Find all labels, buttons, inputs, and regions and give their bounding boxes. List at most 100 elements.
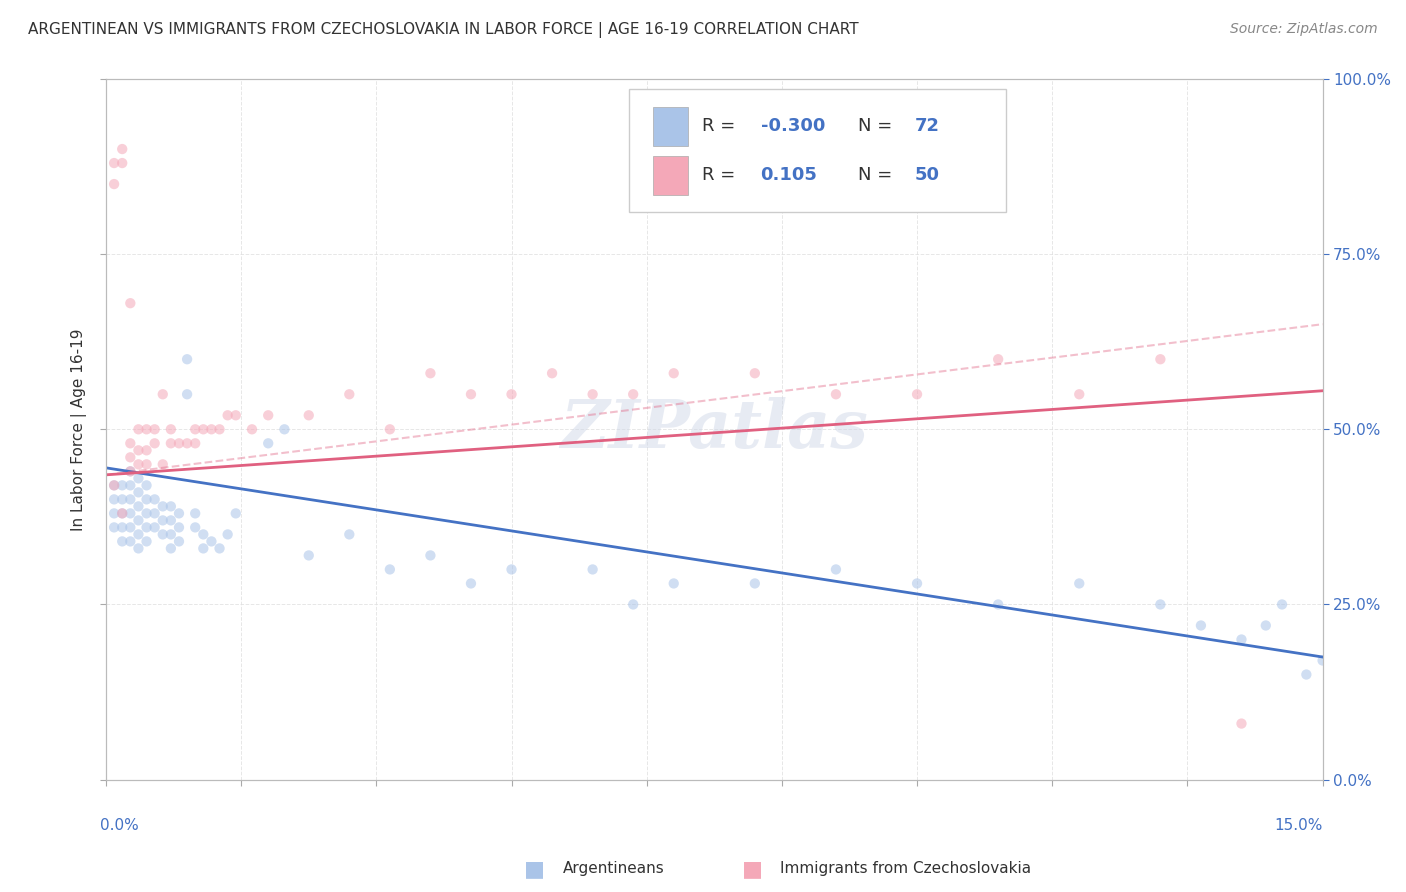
Point	[200, 534, 222, 549]
Point	[120, 436, 142, 450]
Point	[1230, 716, 1253, 731]
Point	[111, 156, 134, 170]
Point	[257, 436, 280, 450]
Point	[460, 387, 482, 401]
Text: 15.0%: 15.0%	[1274, 818, 1323, 833]
Point	[127, 527, 149, 541]
Point	[135, 422, 157, 436]
Point	[135, 478, 157, 492]
Point	[905, 576, 928, 591]
Point	[111, 507, 134, 521]
Point	[1312, 653, 1334, 667]
Text: ARGENTINEAN VS IMMIGRANTS FROM CZECHOSLOVAKIA IN LABOR FORCE | AGE 16-19 CORRELA: ARGENTINEAN VS IMMIGRANTS FROM CZECHOSLO…	[28, 22, 859, 38]
Text: Source: ZipAtlas.com: Source: ZipAtlas.com	[1230, 22, 1378, 37]
Point	[208, 422, 231, 436]
Point	[152, 500, 174, 514]
Point	[378, 562, 401, 576]
Text: Argentineans: Argentineans	[562, 862, 664, 876]
Point	[127, 485, 149, 500]
Point	[167, 534, 190, 549]
Point	[127, 471, 149, 485]
Point	[905, 387, 928, 401]
Point	[120, 492, 142, 507]
Point	[621, 387, 644, 401]
Point	[744, 366, 766, 380]
Point	[184, 507, 207, 521]
Point	[200, 422, 222, 436]
Point	[193, 422, 215, 436]
Point	[1254, 618, 1277, 632]
Point	[120, 478, 142, 492]
FancyBboxPatch shape	[654, 107, 688, 145]
Text: ZIPatlas: ZIPatlas	[561, 397, 869, 462]
Point	[103, 478, 125, 492]
Point	[127, 513, 149, 527]
Point	[143, 492, 166, 507]
Point	[120, 507, 142, 521]
Point	[273, 422, 295, 436]
Point	[744, 576, 766, 591]
Point	[1149, 598, 1171, 612]
Point	[419, 549, 441, 563]
Point	[193, 541, 215, 556]
Point	[120, 464, 142, 478]
Point	[143, 436, 166, 450]
Point	[160, 422, 183, 436]
Point	[541, 366, 564, 380]
Point	[1271, 598, 1294, 612]
Point	[176, 387, 198, 401]
Point	[103, 520, 125, 534]
Text: ■: ■	[524, 859, 544, 879]
Point	[167, 436, 190, 450]
Point	[160, 527, 183, 541]
Point	[501, 562, 523, 576]
Point	[135, 534, 157, 549]
Point	[160, 500, 183, 514]
Point	[111, 520, 134, 534]
Point	[581, 562, 603, 576]
Point	[184, 520, 207, 534]
Point	[825, 562, 848, 576]
Point	[111, 478, 134, 492]
Point	[419, 366, 441, 380]
Point	[176, 352, 198, 367]
Point	[167, 520, 190, 534]
Point	[225, 507, 247, 521]
Text: 0.105: 0.105	[761, 166, 817, 185]
Point	[135, 520, 157, 534]
Point	[152, 387, 174, 401]
Point	[127, 541, 149, 556]
Text: 0.0%: 0.0%	[100, 818, 139, 833]
Point	[152, 458, 174, 472]
Point	[1149, 352, 1171, 367]
FancyBboxPatch shape	[628, 89, 1007, 212]
Point	[987, 598, 1010, 612]
Point	[135, 492, 157, 507]
Point	[103, 478, 125, 492]
Point	[135, 507, 157, 521]
Point	[167, 507, 190, 521]
Point	[111, 492, 134, 507]
Point	[120, 450, 142, 465]
Text: 50: 50	[915, 166, 941, 185]
Point	[1295, 667, 1317, 681]
Point	[160, 436, 183, 450]
Point	[1069, 576, 1091, 591]
Point	[120, 296, 142, 310]
Point	[193, 527, 215, 541]
Point	[1189, 618, 1212, 632]
Point	[184, 436, 207, 450]
Point	[184, 422, 207, 436]
Point	[460, 576, 482, 591]
Point	[143, 507, 166, 521]
Point	[120, 534, 142, 549]
Point	[298, 409, 321, 423]
Point	[103, 492, 125, 507]
Point	[1069, 387, 1091, 401]
Point	[217, 527, 239, 541]
Text: 72: 72	[915, 117, 941, 136]
Y-axis label: In Labor Force | Age 16-19: In Labor Force | Age 16-19	[72, 328, 87, 531]
Point	[127, 422, 149, 436]
Point	[217, 409, 239, 423]
Point	[298, 549, 321, 563]
